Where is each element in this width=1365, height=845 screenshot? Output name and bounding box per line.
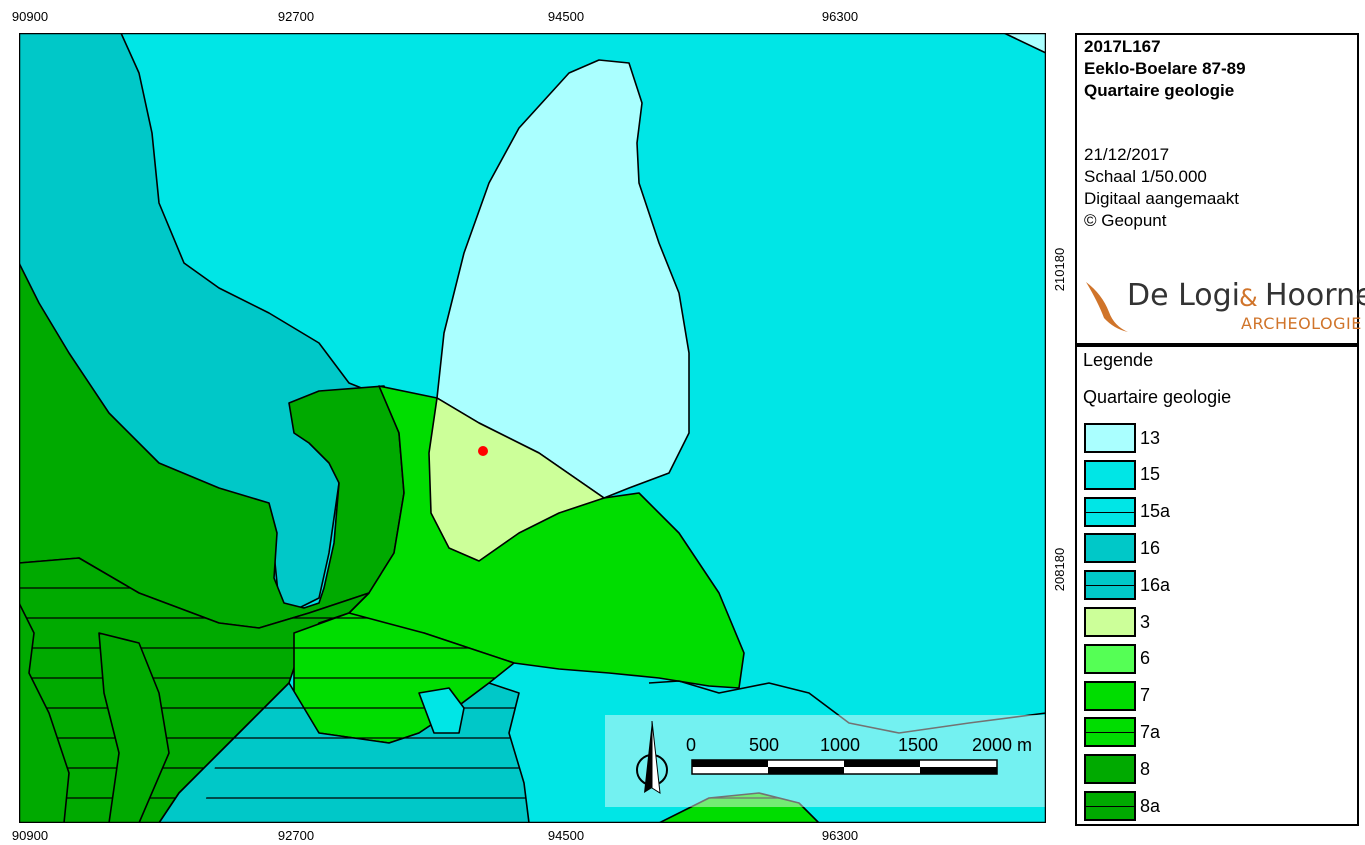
legend-item: 8 [1084,754,1151,785]
project-code: 2017L167 [1084,37,1161,56]
legend-swatch [1084,570,1136,601]
scalebar-label-0: 0 [686,735,697,755]
legend-item: 8a [1084,791,1160,821]
north-arrow-icon [636,720,668,794]
legend-swatch [1084,496,1136,527]
x-tick-bottom-4: 96300 [821,828,859,843]
map-made: Digitaal aangemaakt [1084,189,1239,208]
map-subject: Quartaire geologie [1084,81,1235,100]
y-tick-left-2: 208180 [0,555,1,585]
legend-swatch [1084,680,1136,711]
x-tick-bottom-3: 94500 [547,828,585,843]
legend-swatch [1084,717,1136,748]
unit-13-area [436,59,690,499]
logo-word-2: Hoorne [1265,278,1365,313]
scalebar-label-500: 500 [749,735,780,755]
legend-item: 3 [1084,607,1150,637]
legend-item: 16a [1084,570,1171,601]
logo-mark-icon [1086,282,1128,332]
x-tick-top-4: 96300 [821,9,859,24]
scalebar-label-2000: 2000 m [972,735,1033,755]
legend-swatch [1084,533,1136,564]
legend-label: 8 [1140,758,1151,779]
map-scale: Schaal 1/50.000 [1084,167,1207,186]
legend-label: 15 [1140,464,1161,485]
project-site: Eeklo-Boelare 87-89 [1084,59,1246,78]
legend-label: 16 [1140,537,1161,558]
legend-label: 7 [1140,685,1151,706]
legend-title: Legende [1083,350,1154,370]
hatch-line [1086,511,1134,513]
legend-item: 7 [1084,680,1151,711]
legend-label: 7a [1140,721,1161,742]
x-tick-top-2: 92700 [277,9,315,24]
map-date: 21/12/2017 [1084,145,1170,164]
legend-group-title: Quartaire geologie [1083,387,1232,407]
legend-item: 6 [1084,643,1151,674]
legend-label: 16a [1140,574,1171,595]
unit-3-area [428,397,605,562]
hatch-line [1086,585,1134,587]
unit-13-corner [1003,33,1046,54]
legend-swatch [1084,459,1136,490]
x-tick-top-1: 90900 [11,9,49,24]
legend-item: 13 [1084,423,1160,453]
logo-amp: & [1239,284,1258,312]
hatch-line [1086,806,1134,807]
unit-8-spur [19,602,70,823]
scalebar-label-1500: 1500 [898,735,939,755]
map-copyright: © Geopunt [1084,211,1167,230]
x-tick-bottom-1: 90900 [11,828,49,843]
x-tick-top-3: 94500 [547,9,585,24]
unit-8-spur-2 [98,632,170,823]
legend-item: 16 [1084,533,1161,564]
legend-item: 15a [1084,496,1171,527]
study-site-marker[interactable] [478,446,488,456]
legend-item: 7a [1084,717,1161,748]
unit-15a-fragments [418,687,465,734]
logo-subtitle: ARCHEOLOGIE [1241,314,1362,333]
geology-map[interactable] [19,33,1046,823]
legend-label: 6 [1140,648,1151,669]
legend-label: 13 [1140,427,1161,448]
legend-swatch [1084,754,1136,785]
legend-label: 8a [1140,795,1161,816]
legend-swatch [1084,791,1136,821]
company-logo: De Logi & Hoorne ARCHEOLOGIE [1077,270,1365,340]
scale-bar [691,759,998,775]
scalebar-label-1000: 1000 [820,735,861,755]
legend-label: 3 [1140,611,1151,632]
x-tick-bottom-2: 92700 [277,828,315,843]
legend-swatch [1084,607,1136,637]
logo-word-1: De Logi [1127,278,1241,313]
legend-swatch [1084,423,1136,453]
title-block: 2017L167 Eeklo-Boelare 87-89 Quartaire g… [1075,33,1365,345]
legend-item: 15 [1084,459,1161,490]
y-tick-right-1: 210180 [1052,247,1068,292]
legend-label: 15a [1140,501,1171,522]
y-tick-right-2: 208180 [1052,547,1068,592]
legend-panel: Legende Quartaire geologie 13 15 15a 16 16a 3… [1075,345,1359,826]
legend-swatch [1084,643,1136,674]
y-tick-left-1: 210180 [0,255,1,285]
hatch-line [1086,732,1134,734]
